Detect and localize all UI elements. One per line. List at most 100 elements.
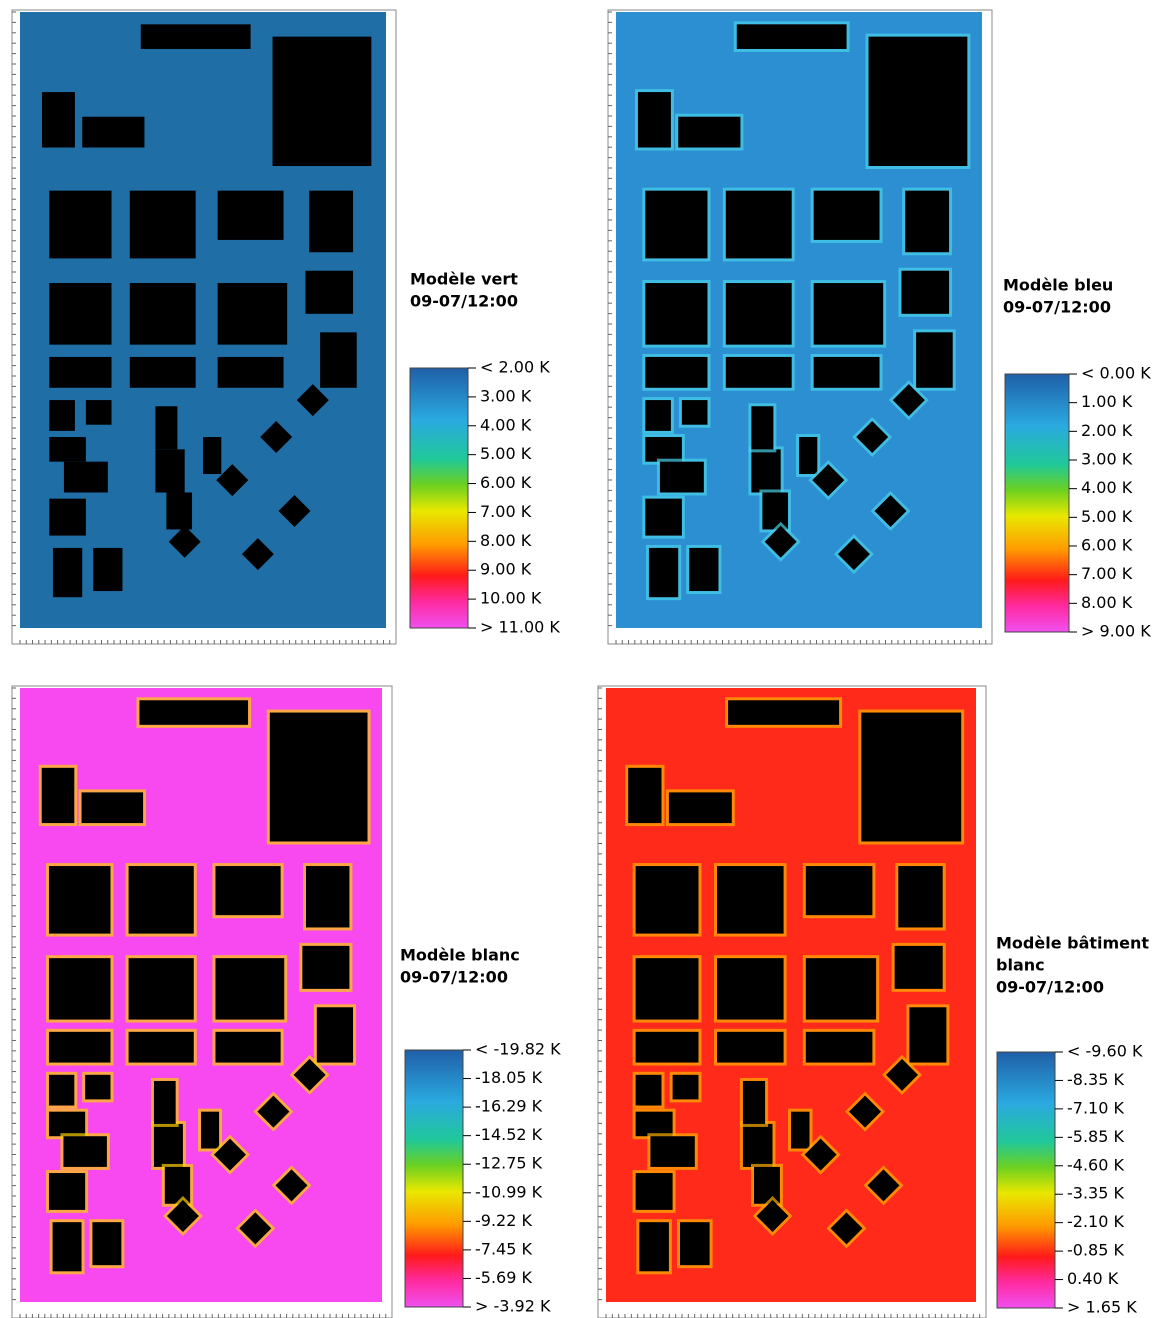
building (856, 421, 889, 454)
panel-title: Modèle blanc (400, 946, 520, 965)
colorbar-label: 10.00 K (480, 589, 542, 608)
building (717, 1031, 784, 1063)
building (861, 712, 962, 842)
building (52, 1222, 82, 1272)
colorbar-label: < 0.00 K (1081, 364, 1151, 383)
building (48, 1173, 86, 1210)
building (128, 1031, 194, 1063)
building (742, 1080, 766, 1124)
colorbar-label: 4.00 K (1081, 478, 1133, 497)
building (48, 866, 111, 934)
colorbar-label: 5.00 K (1081, 507, 1133, 526)
building (648, 547, 679, 598)
colorbar-label: -12.75 K (475, 1154, 543, 1173)
colorbar-label: -14.52 K (475, 1125, 543, 1144)
building (316, 1007, 354, 1063)
building (269, 712, 368, 842)
colorbar-label: 2.00 K (1081, 421, 1133, 440)
building (166, 492, 193, 530)
colorbar-label: > 9.00 K (1081, 622, 1151, 641)
building (717, 958, 784, 1020)
building (309, 190, 354, 253)
building (886, 1058, 918, 1091)
building (260, 421, 293, 454)
building (742, 1123, 773, 1167)
colorbar-label: 6.00 K (1081, 536, 1133, 555)
building (217, 356, 284, 388)
building (49, 437, 86, 462)
building (645, 400, 671, 431)
building (92, 1222, 122, 1266)
building (751, 449, 781, 493)
colorbar-label: 6.00 K (480, 473, 532, 492)
colorbar-label: > 11.00 K (480, 618, 560, 637)
panel-title: 09-07/12:00 (400, 968, 508, 987)
building (813, 283, 884, 345)
colorbar-label: 5.00 K (480, 444, 532, 463)
panel-title: 09-07/12:00 (1003, 298, 1111, 317)
building (217, 190, 284, 240)
building (672, 1074, 699, 1100)
colorbar-label: -4.60 K (1067, 1155, 1124, 1174)
building (217, 283, 288, 345)
building (645, 283, 708, 345)
building (164, 1166, 191, 1204)
colorbar-label: 3.00 K (1081, 450, 1133, 469)
building (799, 437, 818, 474)
building (305, 866, 350, 928)
building (805, 958, 877, 1020)
building (635, 1031, 699, 1063)
building (635, 1173, 673, 1210)
map-panel: Modèle bâtiment blanc 09-07/12:00 < -9.60 K… (597, 685, 1149, 1318)
map-panel: Modèle blanc 09-07/12:00 < -19.82 K -18.05 … (11, 685, 561, 1318)
building (81, 792, 144, 824)
building (628, 767, 662, 824)
building (725, 283, 792, 345)
building (639, 1222, 669, 1272)
building (678, 116, 741, 148)
building (892, 384, 925, 417)
building (894, 945, 943, 989)
building (213, 1138, 246, 1171)
building (275, 1169, 308, 1202)
building (215, 958, 285, 1020)
colorbar (1004, 373, 1070, 633)
building (49, 498, 86, 536)
building (680, 1222, 710, 1266)
building (805, 1031, 873, 1063)
building (302, 945, 350, 989)
panel-title: Modèle bleu (1003, 276, 1113, 295)
building (849, 1095, 881, 1128)
building (128, 866, 194, 934)
colorbar-label: -0.85 K (1067, 1241, 1124, 1260)
building (689, 547, 719, 592)
building (754, 1166, 780, 1204)
colorbar-label: 9.00 K (480, 560, 532, 579)
building (293, 1058, 326, 1091)
colorbar-label: -2.10 K (1067, 1212, 1124, 1231)
building (272, 36, 372, 166)
building (898, 866, 943, 928)
building (49, 400, 75, 431)
building (239, 1212, 272, 1245)
building (140, 24, 251, 49)
building (813, 190, 880, 240)
building (635, 1074, 662, 1106)
building (756, 1200, 789, 1233)
building (320, 332, 357, 388)
building (813, 356, 880, 388)
building (668, 792, 732, 824)
building (139, 700, 249, 725)
building (63, 1136, 107, 1167)
building (637, 92, 671, 148)
building (215, 866, 281, 916)
building (764, 525, 797, 558)
building (645, 190, 708, 259)
building (201, 1111, 220, 1149)
building (635, 866, 699, 934)
building (635, 958, 699, 1020)
colorbar-label: 3.00 K (480, 386, 532, 405)
colorbar-label: 8.00 K (480, 531, 532, 550)
colorbar-label: 4.00 K (480, 415, 532, 434)
building (725, 190, 792, 259)
